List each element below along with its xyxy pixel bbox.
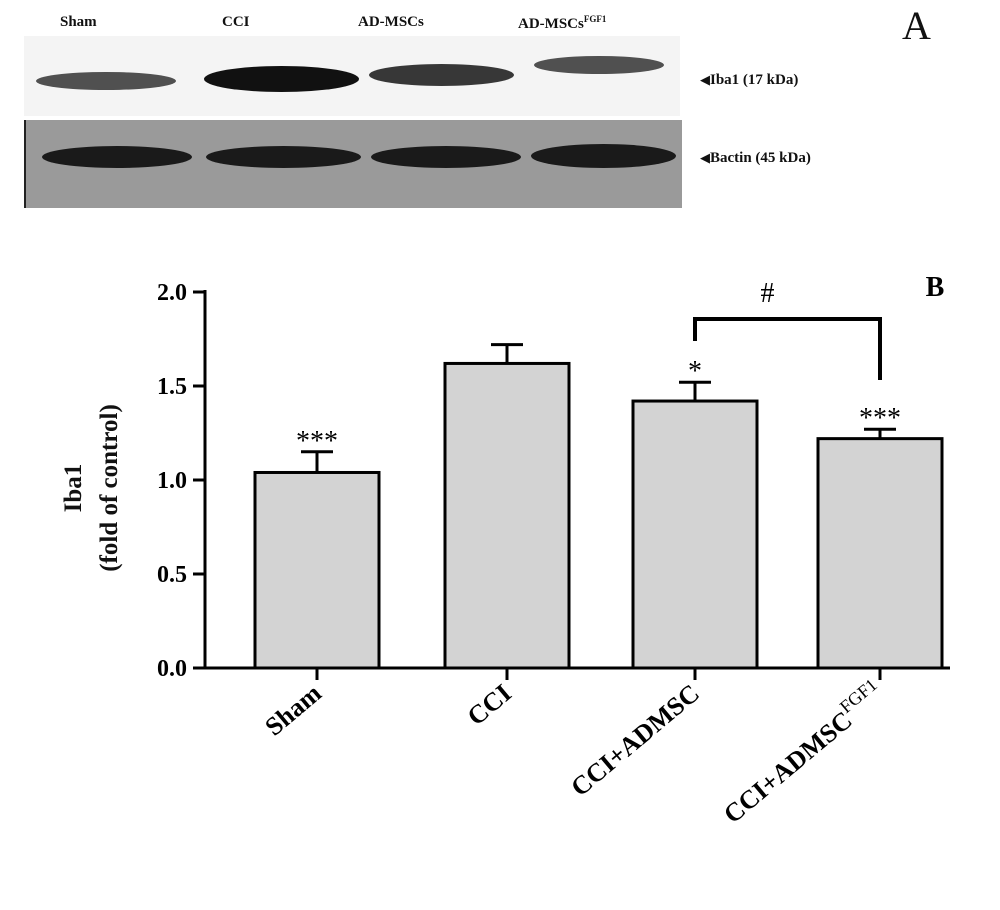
band-iba1-cci — [204, 66, 359, 92]
significance-label: * — [688, 356, 702, 387]
y-tick-label: 1.5 — [157, 374, 187, 400]
bar — [443, 361, 571, 670]
lane-label-sham: Sham — [60, 14, 97, 30]
blot-label-bactin-text: Bactin (45 kDa) — [710, 150, 811, 166]
comparison-bracket — [693, 317, 882, 380]
y-tick-label: 0.5 — [157, 562, 187, 588]
band-iba1-sham — [36, 72, 176, 90]
blot-iba1 — [24, 36, 680, 116]
category-label: CCI+ADMSCFGF1 — [715, 675, 890, 830]
lane-label-ad-mscs: AD-MSCs — [358, 14, 424, 30]
category-label: Sham — [260, 678, 328, 741]
comparison-label: # — [761, 278, 775, 309]
lane-label-ad-mscs-fgf1-sup: FGF1 — [583, 14, 607, 24]
lane-label-ad-mscs-fgf1: AD-MSCsFGF1 — [518, 14, 606, 33]
category-label: CCI+ADMSC — [565, 678, 705, 802]
band-actin-cci — [206, 146, 361, 168]
category-label-sup: FGF1 — [836, 675, 881, 717]
blot-actin — [24, 120, 682, 208]
blot-label-bactin: ◀Bactin (45 kDa) — [700, 150, 811, 167]
band-actin-ad-mscs — [371, 146, 521, 168]
bar — [816, 437, 944, 670]
band-actin-ad-mscs-fgf1 — [531, 144, 676, 168]
y-tick-label: 2.0 — [157, 280, 187, 306]
y-tick-label: 0.0 — [157, 656, 187, 682]
bar — [631, 399, 759, 670]
y-tick-label: 1.0 — [157, 468, 187, 494]
panel-letter-b: B — [926, 272, 945, 303]
arrow-left-icon: ◀ — [700, 72, 710, 87]
significance-label: *** — [859, 403, 901, 434]
lane-label-cci: CCI — [222, 14, 250, 30]
arrow-left-icon: ◀ — [700, 150, 710, 165]
band-actin-sham — [42, 146, 192, 168]
blot-label-iba1: ◀Iba1 (17 kDa) — [700, 72, 798, 89]
lane-label-ad-mscs-fgf1-text: AD-MSCs — [518, 16, 584, 32]
significance-label: *** — [296, 426, 338, 457]
band-iba1-ad-mscs-fgf1 — [534, 56, 664, 74]
category-label: CCI — [462, 678, 517, 731]
bar — [253, 470, 381, 670]
panel-letter-a: A — [902, 3, 931, 48]
blot-label-iba1-text: Iba1 (17 kDa) — [710, 72, 799, 88]
band-iba1-ad-mscs — [369, 64, 514, 86]
